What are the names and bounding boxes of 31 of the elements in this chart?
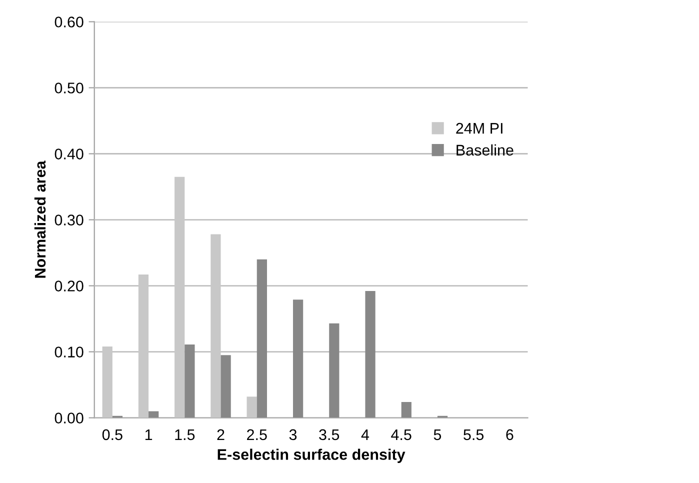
bar bbox=[365, 291, 376, 418]
y-tick-label: 0.50 bbox=[54, 82, 84, 94]
x-tick-label: 5.5 bbox=[464, 429, 484, 440]
y-tick-label: 0.10 bbox=[54, 346, 84, 358]
bar bbox=[148, 411, 159, 418]
legend-label: 24M PI bbox=[456, 122, 502, 134]
x-tick-label: 3.5 bbox=[319, 429, 340, 440]
bar bbox=[256, 259, 267, 418]
x-tick-label: 1 bbox=[145, 429, 152, 440]
y-tick-label: 0.40 bbox=[54, 148, 84, 160]
bar bbox=[401, 402, 412, 418]
y-axis-title: Normalized area bbox=[34, 160, 46, 278]
x-tick-label: 4 bbox=[361, 429, 370, 440]
y-tick-label: 0.30 bbox=[54, 214, 84, 226]
x-tick-label: 6 bbox=[506, 429, 514, 440]
bar bbox=[329, 323, 340, 418]
y-tick-label: 0.20 bbox=[54, 280, 84, 292]
x-tick-label: 1.5 bbox=[175, 429, 195, 440]
bar bbox=[293, 300, 304, 418]
bar bbox=[220, 355, 231, 418]
x-tick-label: 2 bbox=[217, 429, 224, 440]
bar bbox=[184, 344, 195, 418]
x-tick-label: 4.5 bbox=[391, 429, 412, 440]
y-tick-label: 0.00 bbox=[54, 412, 84, 424]
legend-label: Baseline bbox=[456, 144, 514, 156]
x-tick-label: 5 bbox=[434, 429, 442, 440]
x-axis-title: E-selectin surface density bbox=[218, 448, 406, 463]
x-tick-label: 2.5 bbox=[247, 429, 267, 440]
x-tick-label: 0.5 bbox=[102, 429, 122, 440]
y-tick-label: 0.60 bbox=[54, 16, 84, 28]
x-tick-label: 3 bbox=[289, 429, 297, 440]
